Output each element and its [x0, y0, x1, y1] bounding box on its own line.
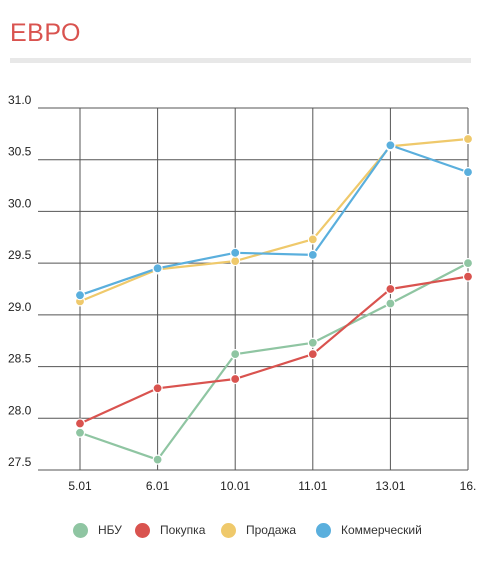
legend-item[interactable]: Коммерческий — [316, 519, 422, 541]
legend-swatch — [73, 522, 88, 538]
series-line — [79, 144, 469, 297]
chart-legend: НБУ Покупка Продажа Коммерческий — [0, 519, 482, 541]
series-line — [79, 275, 469, 425]
data-point[interactable] — [152, 263, 163, 274]
series-line — [79, 262, 469, 461]
data-point[interactable] — [385, 298, 396, 309]
legend-item[interactable]: Продажа — [221, 519, 296, 541]
series-lines — [79, 137, 469, 461]
data-point[interactable] — [152, 454, 163, 465]
x-tick-label: 11.01 — [298, 479, 327, 493]
legend-label: НБУ — [98, 523, 122, 537]
data-point[interactable] — [74, 427, 86, 438]
legend-item[interactable]: Покупка — [135, 519, 205, 541]
x-tick-label: 13.01 — [375, 479, 405, 493]
series-points — [74, 133, 474, 465]
data-point[interactable] — [462, 271, 474, 282]
y-tick-label: 29.0 — [8, 300, 32, 314]
data-point[interactable] — [462, 167, 474, 178]
legend-item[interactable]: НБУ — [73, 519, 122, 541]
y-tick-label: 28.5 — [8, 352, 32, 366]
line-chart: 31.0 30.5 30.0 29.5 29.0 28.5 28.0 27.5 5.01 6.01… — [8, 93, 476, 493]
data-point[interactable] — [307, 337, 318, 348]
data-point[interactable] — [230, 349, 241, 360]
legend-label: Покупка — [160, 523, 206, 537]
title-divider — [10, 58, 471, 63]
x-tick-label: 10.01 — [220, 479, 250, 493]
data-point[interactable] — [152, 383, 163, 394]
page-title: ЕВРО — [10, 19, 81, 47]
legend-swatch — [221, 522, 236, 538]
x-tick-label: 6.01 — [146, 479, 170, 493]
data-point[interactable] — [385, 140, 396, 151]
legend-label: Коммерческий — [341, 523, 422, 537]
series-line — [79, 137, 469, 303]
legend-swatch — [316, 522, 331, 538]
grid-lines — [38, 107, 469, 471]
y-tick-label: 30.5 — [8, 145, 32, 159]
y-tick-label: 31.0 — [8, 93, 32, 107]
legend-label: Продажа — [246, 523, 297, 537]
data-point[interactable] — [307, 349, 318, 360]
data-point[interactable] — [462, 258, 474, 269]
legend-swatch — [135, 522, 150, 538]
y-tick-label: 28.0 — [8, 403, 32, 417]
data-point[interactable] — [230, 247, 241, 258]
x-tick-label: 5.01 — [68, 479, 92, 493]
data-point[interactable] — [74, 418, 86, 429]
data-point[interactable] — [307, 234, 318, 245]
data-point[interactable] — [230, 373, 241, 385]
data-point[interactable] — [307, 249, 318, 260]
data-point[interactable] — [385, 283, 396, 295]
y-tick-label: 30.0 — [8, 196, 32, 210]
data-point[interactable] — [462, 133, 474, 145]
y-tick-label: 29.5 — [8, 248, 32, 262]
x-tick-label: 16. — [460, 479, 477, 493]
data-point[interactable] — [230, 255, 241, 267]
y-tick-label: 27.5 — [8, 455, 32, 469]
data-point[interactable] — [74, 290, 86, 301]
axis-labels: 31.0 30.5 30.0 29.5 29.0 28.5 28.0 27.5 5.01 6.01… — [8, 93, 476, 493]
